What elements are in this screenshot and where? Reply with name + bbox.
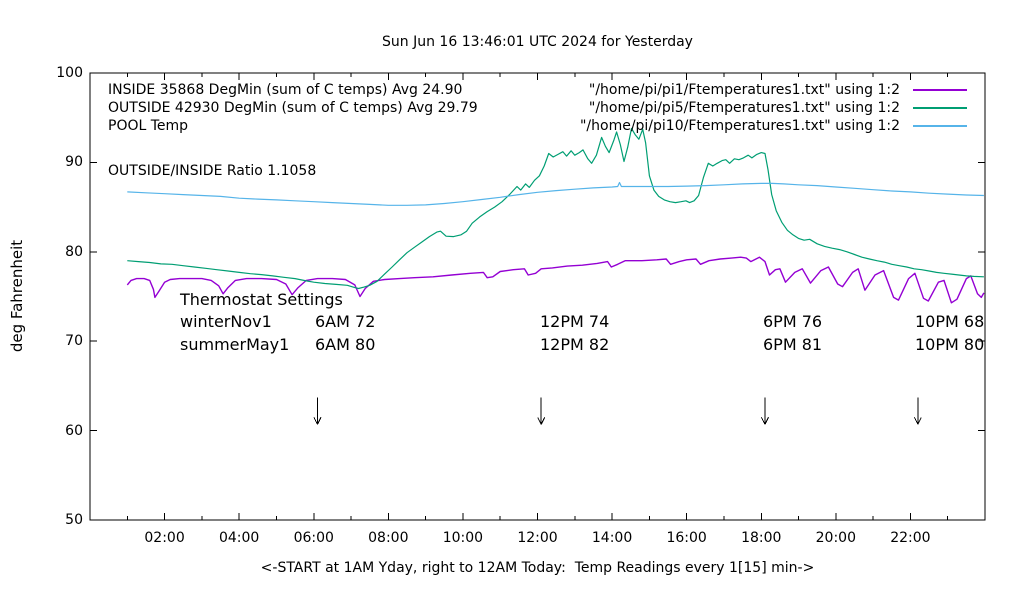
x-tick-label: 20:00 xyxy=(815,530,856,546)
down-arrow xyxy=(540,417,546,425)
down-arrow xyxy=(313,417,318,425)
legend-file-inside: "/home/pi/pi1/Ftemperatures1.txt" using … xyxy=(588,82,900,98)
thermostat-cell: 12PM 82 xyxy=(540,335,610,354)
x-tick-label: 06:00 xyxy=(293,530,334,546)
series-line-1 xyxy=(127,127,984,290)
x-tick-label: 02:00 xyxy=(144,530,185,546)
legend-file-pool: "/home/pi/pi10/Ftemperatures1.txt" using… xyxy=(579,118,900,134)
thermostat-cell: 6AM 72 xyxy=(315,312,376,331)
thermostat-cell: 6PM 76 xyxy=(763,312,823,331)
series-line-2 xyxy=(127,181,984,206)
y-tick-label: 70 xyxy=(65,333,83,350)
down-arrow xyxy=(761,417,766,425)
series-line-0 xyxy=(126,256,985,304)
down-arrow xyxy=(917,417,922,425)
thermostat-cell: 10PM 80 xyxy=(915,335,985,354)
x-tick-label: 22:00 xyxy=(890,530,931,546)
x-tick-label: 16:00 xyxy=(666,530,707,546)
down-arrow xyxy=(764,417,769,425)
legend-label-outside: OUTSIDE 42930 DegMin (sum of C temps) Av… xyxy=(108,100,478,116)
y-tick-label: 50 xyxy=(65,512,83,528)
x-tick-label: 10:00 xyxy=(442,530,484,546)
legend-file-outside: "/home/pi/pi5/Ftemperatures1.txt" using … xyxy=(588,100,900,116)
thermostat-cell: 12PM 74 xyxy=(540,312,610,331)
down-arrow xyxy=(537,417,542,425)
x-tick-label: 08:00 xyxy=(368,530,409,546)
thermostat-title: Thermostat Settings xyxy=(180,290,343,309)
y-tick-label: 80 xyxy=(65,243,83,260)
down-arrow xyxy=(913,417,919,425)
x-tick-label: 12:00 xyxy=(517,530,558,546)
legend-label-inside: INSIDE 35868 DegMin (sum of C temps) Avg… xyxy=(108,82,463,98)
thermostat-cell: summerMay1 xyxy=(180,335,290,354)
down-arrow xyxy=(317,417,322,425)
x-tick-label: 18:00 xyxy=(741,530,782,546)
y-axis-title: deg Fahrenheit xyxy=(8,239,26,353)
y-tick-label: 60 xyxy=(65,422,83,439)
thermostat-cell: 6AM 80 xyxy=(315,335,376,354)
outside-inside-ratio: OUTSIDE/INSIDE Ratio 1.1058 xyxy=(108,163,317,179)
thermostat-cell: 6PM 81 xyxy=(763,335,823,354)
chart-title: Sun Jun 16 13:46:01 UTC 2024 for Yesterd… xyxy=(382,34,693,50)
x-tick-label: 14:00 xyxy=(591,530,633,546)
thermostat-cell: 10PM 68 xyxy=(915,312,985,331)
y-tick-label: 90 xyxy=(65,154,83,171)
y-tick-label: 100 xyxy=(56,65,83,81)
legend-label-pool: POOL Temp xyxy=(108,118,189,134)
x-tick-label: 04:00 xyxy=(218,530,260,546)
x-axis-title: <-START at 1AM Yday, right to 12AM Today… xyxy=(260,560,815,576)
thermostat-cell: winterNov1 xyxy=(180,312,272,331)
